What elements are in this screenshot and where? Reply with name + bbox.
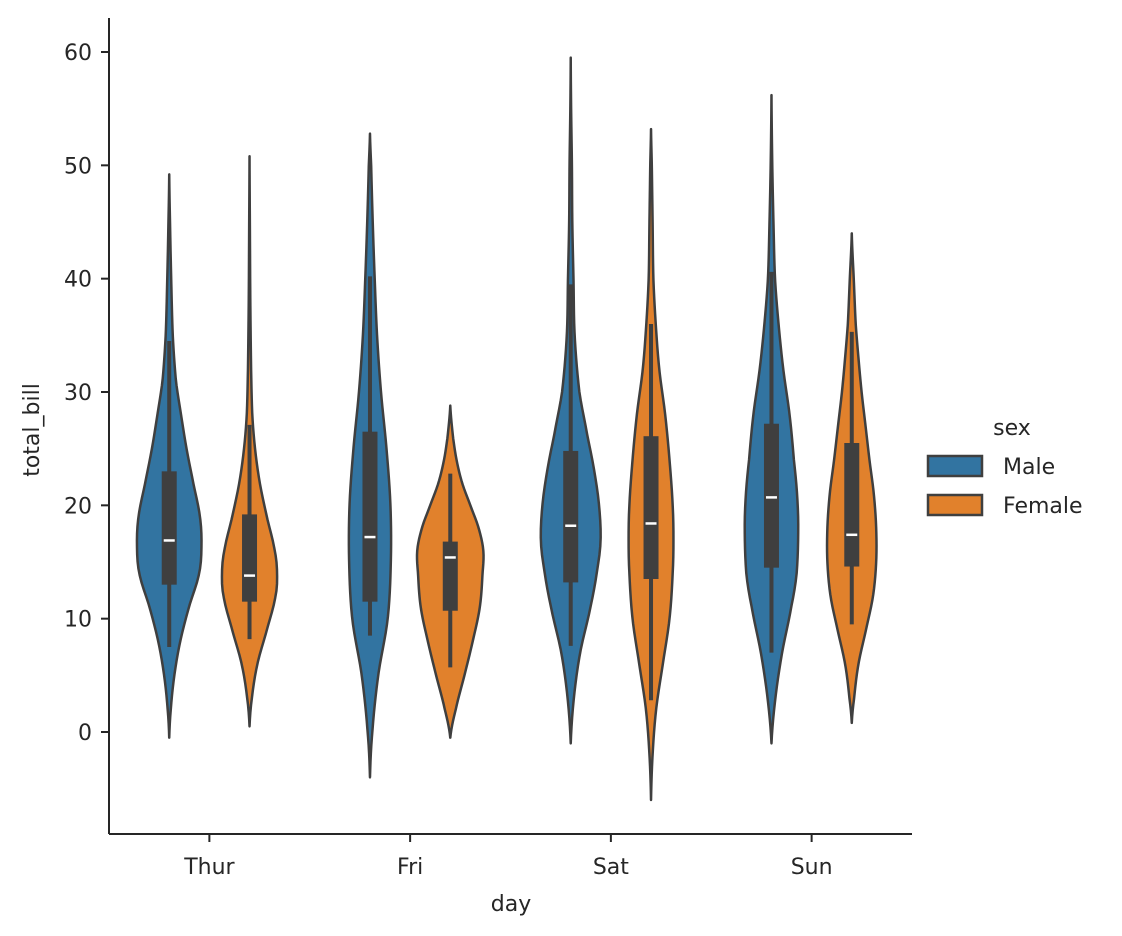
x-tick-label: Thur: [183, 855, 235, 880]
y-tick-label: 10: [64, 608, 92, 633]
legend: sex Male Female: [926, 416, 1083, 519]
y-tick-label: 40: [64, 268, 92, 293]
y-tick-label: 0: [78, 721, 92, 746]
x-tick-label: Fri: [397, 855, 423, 880]
y-axis-label: total_bill: [20, 383, 45, 477]
iqr-box: [362, 431, 378, 602]
legend-title: sex: [993, 416, 1031, 441]
violins-layer: [135, 56, 878, 802]
legend-label: Female: [1003, 494, 1083, 519]
legend-swatch: [926, 454, 984, 478]
legend-swatch: [926, 493, 984, 517]
y-tick-label: 60: [64, 41, 92, 66]
x-tick-label: Sun: [791, 855, 833, 880]
iqr-box: [442, 541, 458, 611]
y-tick-label: 30: [64, 381, 92, 406]
iqr-box: [161, 471, 177, 585]
x-ticks-layer: Thur Fri Sat Sun: [183, 834, 833, 880]
iqr-box: [643, 436, 659, 579]
iqr-box: [242, 514, 258, 602]
iqr-box: [563, 450, 579, 583]
axes-layer: [108, 18, 912, 835]
legend-label: Male: [1003, 455, 1055, 480]
y-ticks-layer: 0 10 20 30 40 50 60: [64, 41, 109, 746]
y-tick-label: 20: [64, 494, 92, 519]
x-axis-label: day: [491, 892, 531, 917]
x-tick-label: Sat: [593, 855, 629, 880]
iqr-box: [763, 423, 779, 568]
iqr-box: [844, 443, 860, 567]
y-tick-label: 50: [64, 154, 92, 179]
